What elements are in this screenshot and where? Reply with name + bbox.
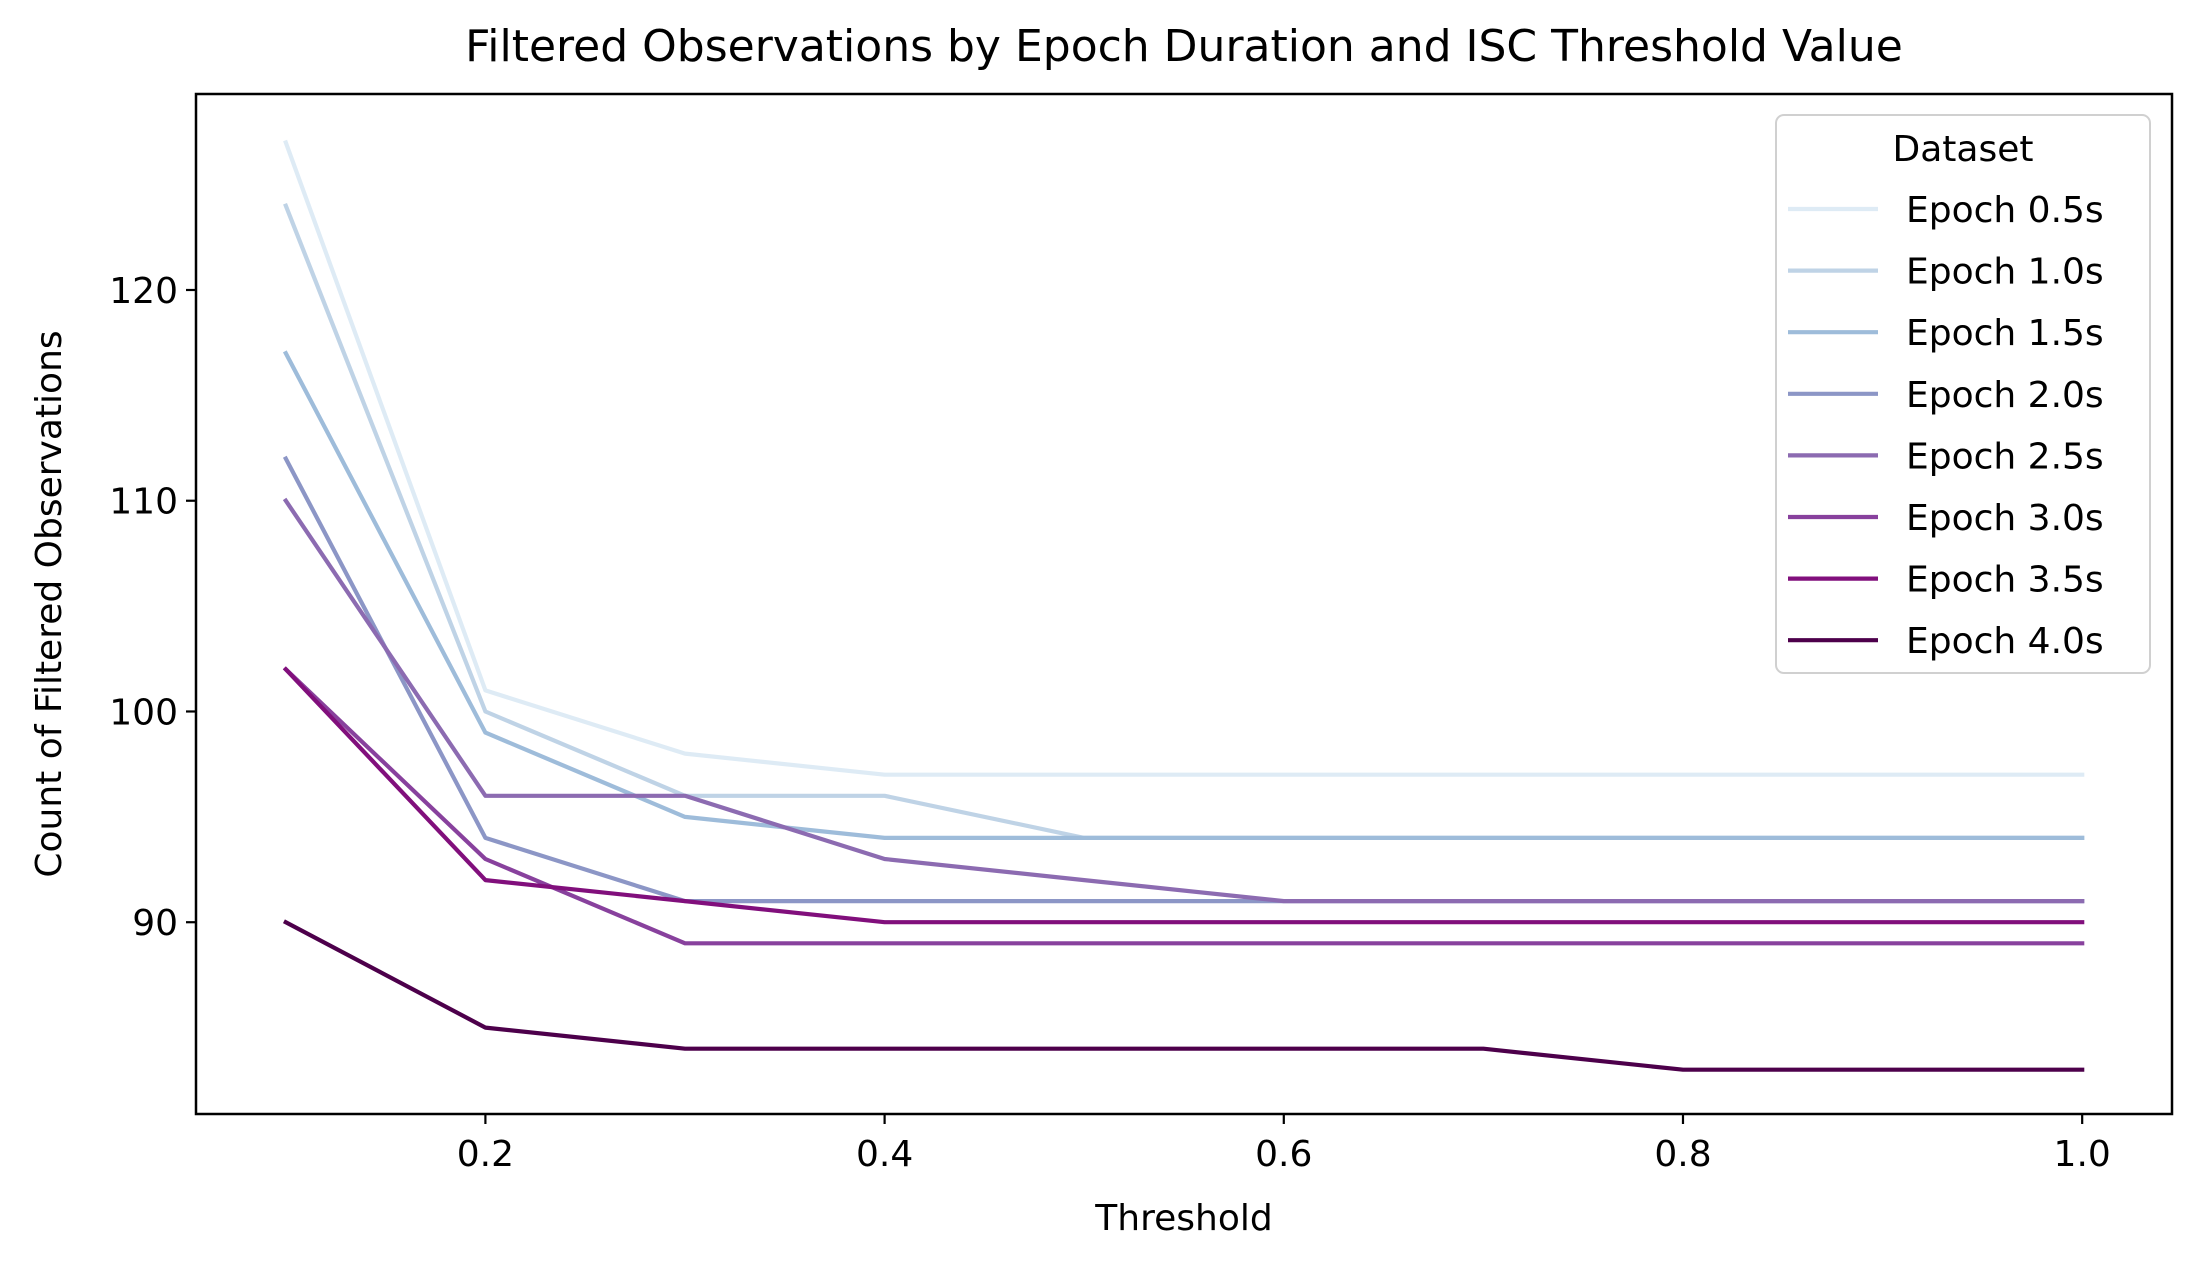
x-tick-label: 0.4 <box>856 1134 913 1175</box>
legend-label: Epoch 2.0s <box>1906 375 2104 416</box>
legend-label: Epoch 1.5s <box>1906 313 2104 354</box>
x-tick-label: 0.6 <box>1255 1134 1312 1175</box>
legend-box <box>1775 114 2151 674</box>
x-axis: 0.2 0.4 0.6 0.8 1.0 <box>457 1114 2111 1175</box>
plot-frame <box>194 92 2174 1116</box>
y-tick-label: 100 <box>109 692 178 733</box>
x-tick-label: 0.2 <box>457 1134 514 1175</box>
series-line <box>282 666 2085 946</box>
series-line <box>282 919 2085 1072</box>
legend-label: Epoch 0.5s <box>1906 190 2104 231</box>
series-line <box>282 497 2085 904</box>
legend-label: Epoch 1.0s <box>1906 252 2104 293</box>
chart-title: Filtered Observations by Epoch Duration … <box>465 21 1903 72</box>
y-tick-label: 90 <box>132 903 178 944</box>
legend-label: Epoch 3.5s <box>1906 560 2104 601</box>
legend-title: Dataset <box>1893 129 2034 170</box>
legend-label: Epoch 3.0s <box>1906 498 2104 539</box>
legend-label: Epoch 2.5s <box>1906 436 2104 477</box>
x-tick-label: 1.0 <box>2054 1134 2111 1175</box>
plot-area <box>282 139 2085 1072</box>
x-tick-label: 0.8 <box>1654 1134 1711 1175</box>
legend-label: Epoch 4.0s <box>1906 621 2104 662</box>
y-axis-label: Count of Filtered Observations <box>29 330 70 877</box>
series-line <box>282 350 2085 841</box>
legend-items: Epoch 0.5s Epoch 1.0s Epoch 1.5s Epoch 2.0s… <box>1788 190 2104 662</box>
series-line <box>282 666 2085 925</box>
y-tick-label: 120 <box>109 271 178 312</box>
y-tick-label: 110 <box>109 482 178 523</box>
series-line <box>283 139 2085 777</box>
x-axis-label: Threshold <box>1094 1198 1272 1239</box>
y-axis: 90 100 110 120 <box>109 271 196 944</box>
